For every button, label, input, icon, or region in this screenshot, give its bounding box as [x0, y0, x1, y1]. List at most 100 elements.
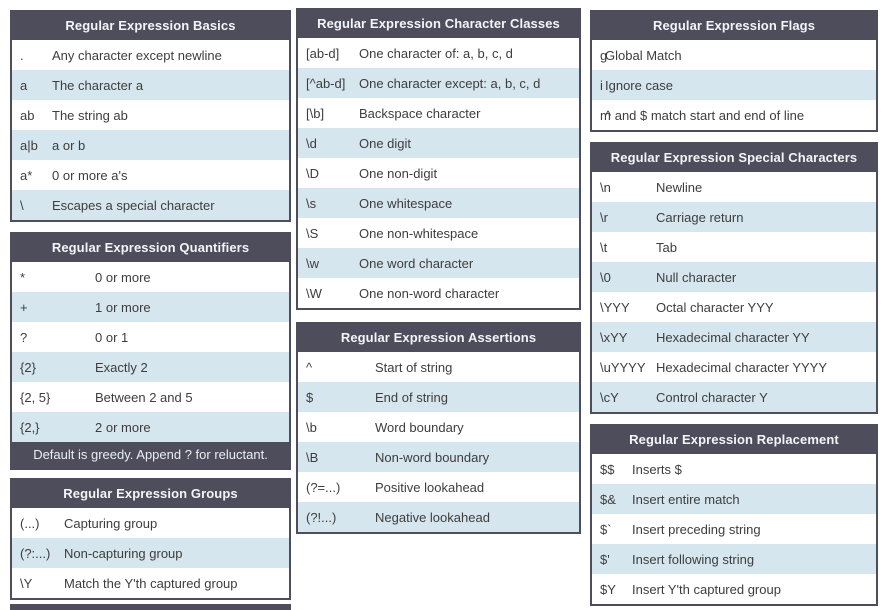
table-groups: Regular Expression Groups (...) Capturin… [10, 478, 291, 600]
pattern-cell: g [600, 47, 608, 63]
description-cell: Insert preceding string [632, 521, 761, 537]
table-row: {2,} 2 or more [12, 412, 289, 442]
pattern-cell: \W [306, 285, 322, 301]
table-row: g Global Match [592, 40, 876, 70]
table-title: Regular Expression Basics [12, 12, 289, 40]
description-cell: Newline [656, 179, 703, 195]
table-body: * 0 or more + 1 or more ? 0 or 1 {2} Exa… [12, 262, 289, 442]
description-cell: Octal character YYY [656, 299, 774, 315]
description-cell: Any character except newline [52, 47, 222, 63]
table-row: \0 Null character [592, 262, 876, 292]
pattern-cell: a|b [20, 137, 38, 153]
table-body: [ab-d] One character of: a, b, c, d [^ab… [298, 38, 579, 308]
table-row: (?=...) Positive lookahead [298, 472, 579, 502]
description-cell: One whitespace [359, 195, 453, 211]
pattern-cell: . [20, 47, 24, 63]
description-cell: Escapes a special character [52, 197, 215, 213]
description-cell: Backspace character [359, 105, 481, 121]
table-row: \d One digit [298, 128, 579, 158]
pattern-cell: $& [600, 491, 616, 507]
table-title: Regular Expression Quantifiers [12, 234, 289, 262]
pattern-cell: $ [306, 389, 314, 405]
pattern-cell: (...) [20, 515, 40, 531]
table-row: \B Non-word boundary [298, 442, 579, 472]
description-cell: 1 or more [95, 299, 151, 315]
description-cell: Positive lookahead [375, 479, 485, 495]
description-cell: Global Match [605, 47, 682, 63]
description-cell: Non-capturing group [64, 545, 183, 561]
description-cell: 2 or more [95, 419, 151, 435]
pattern-cell: \uYYYY [600, 359, 646, 375]
description-cell: Capturing group [64, 515, 158, 531]
table-body: . Any character except newline a The cha… [12, 40, 289, 220]
description-cell: Ignore case [605, 77, 673, 93]
table-quantifiers: Regular Expression Quantifiers * 0 or mo… [10, 232, 291, 470]
pattern-cell: \Y [20, 575, 33, 591]
table-row: \s One whitespace [298, 188, 579, 218]
description-cell: ^ and $ match start and end of line [605, 107, 805, 123]
pattern-cell: \s [306, 195, 317, 211]
pattern-cell: \YYY [600, 299, 630, 315]
pattern-cell: ^ [306, 359, 313, 375]
table-assertions: Regular Expression Assertions ^ Start of… [296, 322, 581, 534]
table-row: \D One non-digit [298, 158, 579, 188]
description-cell: The string ab [52, 107, 128, 123]
pattern-cell: \r [600, 209, 608, 225]
table-row: $& Insert entire match [592, 484, 876, 514]
pattern-cell: $` [600, 521, 612, 537]
description-cell: Carriage return [656, 209, 744, 225]
table-row: (...) Capturing group [12, 508, 289, 538]
description-cell: The character a [52, 77, 144, 93]
pattern-cell: + [20, 299, 28, 315]
table-row: {2} Exactly 2 [12, 352, 289, 382]
table-row: \S One non-whitespace [298, 218, 579, 248]
table-row: a* 0 or more a's [12, 160, 289, 190]
description-cell: Exactly 2 [95, 359, 148, 375]
pattern-cell: a [20, 77, 28, 93]
description-cell: Negative lookahead [375, 509, 490, 525]
description-cell: Insert entire match [632, 491, 740, 507]
pattern-cell: \S [306, 225, 319, 241]
table-title: Regular Expression Assertions [298, 324, 579, 352]
table-row: a The character a [12, 70, 289, 100]
table-replacement: Regular Expression Replacement $$ Insert… [590, 424, 878, 606]
column-right: Regular Expression Flags g Global Match … [590, 10, 878, 606]
pattern-cell: [\b] [306, 105, 325, 121]
table-row: [^ab-d] One character except: a, b, c, d [298, 68, 579, 98]
table-row: (?!...) Negative lookahead [298, 502, 579, 532]
table-row: $ End of string [298, 382, 579, 412]
description-cell: Between 2 and 5 [95, 389, 193, 405]
description-cell: Word boundary [375, 419, 464, 435]
table-flags: Regular Expression Flags g Global Match … [590, 10, 878, 132]
pattern-cell: \w [306, 255, 319, 271]
table-body: $$ Inserts $ $& Insert entire match $` I… [592, 454, 876, 604]
description-cell: a or b [52, 137, 86, 153]
table-row: + 1 or more [12, 292, 289, 322]
description-cell: 0 or 1 [95, 329, 129, 345]
pattern-cell: $' [600, 551, 610, 567]
description-cell: Tab [656, 239, 677, 255]
table-row: $' Insert following string [592, 544, 876, 574]
description-cell: Control character Y [656, 389, 768, 405]
pattern-cell: \n [600, 179, 611, 195]
table-row: ^ Start of string [298, 352, 579, 382]
table-row: ab The string ab [12, 100, 289, 130]
table-row: \YYY Octal character YYY [592, 292, 876, 322]
table-row: \ Escapes a special character [12, 190, 289, 220]
table-character-classes: Regular Expression Character Classes [ab… [296, 8, 581, 310]
description-cell: Hexadecimal character YYYY [656, 359, 828, 375]
table-row: a|b a or b [12, 130, 289, 160]
table-row: $` Insert preceding string [592, 514, 876, 544]
description-cell: One non-word character [359, 285, 500, 301]
table-body: ^ Start of string $ End of string \b Wor… [298, 352, 579, 532]
partial-table-top-edge [10, 604, 291, 610]
column-left: Regular Expression Basics . Any characte… [10, 10, 291, 610]
description-cell: Inserts $ [632, 461, 682, 477]
table-body: \n Newline \r Carriage return \t Tab \0 … [592, 172, 876, 412]
pattern-cell: \D [306, 165, 319, 181]
description-cell: One non-whitespace [359, 225, 479, 241]
column-middle: Regular Expression Character Classes [ab… [296, 8, 581, 534]
pattern-cell: \cY [600, 389, 619, 405]
description-cell: Start of string [375, 359, 453, 375]
pattern-cell: \b [306, 419, 317, 435]
